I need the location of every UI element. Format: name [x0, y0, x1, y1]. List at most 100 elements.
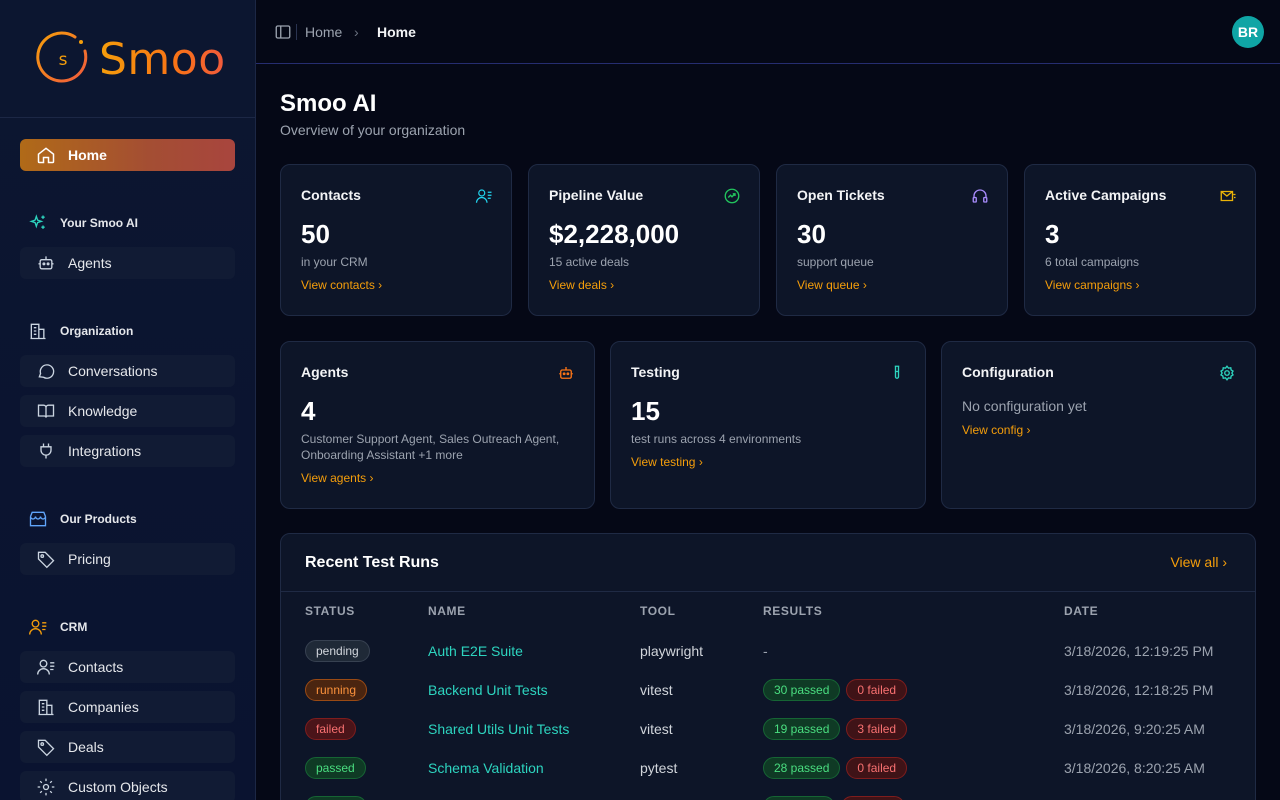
breadcrumb-separator: ›: [354, 24, 359, 40]
sidebar-item-companies[interactable]: Companies: [20, 691, 235, 723]
sidebar-item-label: Home: [68, 147, 107, 163]
tool-name: vitest: [640, 682, 673, 698]
logo[interactable]: s Smoo: [0, 0, 255, 118]
status-badge: passed: [305, 757, 366, 779]
robot-icon: [559, 367, 573, 379]
stat-value: 3: [1045, 219, 1060, 249]
table-row[interactable]: pending Auth E2E Suite playwright - 3/18…: [281, 640, 1255, 679]
stat-value: 50: [301, 219, 330, 249]
building-icon: [38, 699, 54, 716]
stat-card-campaigns: Active Campaigns 3 6 total campaigns Vie…: [1024, 164, 1256, 316]
sidebar-toggle-icon[interactable]: [274, 23, 292, 41]
results-empty: -: [763, 643, 768, 659]
plug-icon: [40, 443, 52, 459]
logo-text: Smoo: [99, 32, 226, 88]
failed-badge: 0 failed: [846, 757, 908, 779]
column-header-results: RESULTS: [763, 604, 823, 618]
sidebar-item-knowledge[interactable]: Knowledge: [20, 395, 235, 427]
contacts-icon: [37, 659, 55, 675]
sidebar-item-conversations[interactable]: Conversations: [20, 355, 235, 387]
tool-name: playwright: [640, 643, 704, 659]
card-testing: Testing 15 test runs across 4 environmen…: [610, 341, 926, 509]
logo-ring-icon: s: [36, 31, 88, 83]
section-your-smoo: Your Smoo AI: [28, 213, 138, 233]
robot-icon: [38, 256, 54, 270]
stat-card-contacts: Contacts 50 in your CRM View contacts ›: [280, 164, 512, 316]
column-header-status: STATUS: [305, 604, 355, 618]
results: 30 passed 0 failed: [763, 679, 908, 701]
card-configuration: Configuration No configuration yet View …: [941, 341, 1256, 509]
page-title: Smoo AI: [280, 90, 377, 117]
gear-icon: [1220, 365, 1234, 381]
run-name-link[interactable]: Backend Unit Tests: [428, 682, 548, 698]
passed-badge: 19 passed: [763, 718, 841, 740]
view-all-link[interactable]: View all ›: [1170, 554, 1227, 570]
tool-name: pytest: [640, 760, 678, 776]
failed-badge: 0 failed: [846, 679, 908, 701]
passed-badge: 28 passed: [763, 757, 841, 779]
card-agents: Agents 4 Customer Support Agent, Sales O…: [280, 341, 595, 509]
passed-badge: 30 passed: [763, 679, 841, 701]
tag-icon: [37, 551, 55, 569]
stat-card-pipeline: Pipeline Value $2,228,000 15 active deal…: [528, 164, 760, 316]
page-subtitle: Overview of your organization: [280, 122, 466, 138]
table-row[interactable]: passed Schema Validation pytest 28 passe…: [281, 757, 1255, 796]
results: 28 passed 0 failed: [763, 757, 908, 779]
contacts-list-icon: [29, 619, 47, 635]
status-badge: pending: [305, 640, 370, 662]
failed-badge: 3 failed: [846, 718, 908, 740]
run-name-link[interactable]: Schema Validation: [428, 760, 544, 776]
breadcrumb-home[interactable]: Home: [305, 24, 343, 40]
headset-icon: [972, 189, 988, 203]
sidebar-item-pricing[interactable]: Pricing: [20, 543, 235, 575]
results: [763, 796, 905, 800]
run-date: 3/18/2026, 8:20:25 AM: [1064, 760, 1205, 776]
sidebar-item-deals[interactable]: Deals: [20, 731, 235, 763]
view-agents-link[interactable]: View agents ›: [301, 471, 374, 485]
divider: [281, 591, 1255, 592]
svg-text:s: s: [59, 50, 68, 70]
view-queue-link[interactable]: View queue ›: [797, 278, 867, 292]
section-crm: CRM: [28, 617, 87, 637]
view-deals-link[interactable]: View deals ›: [549, 278, 615, 292]
failed-badge: [841, 796, 905, 800]
tool-name: vitest: [640, 721, 673, 737]
section-organization: Organization: [28, 321, 133, 341]
sidebar-item-integrations[interactable]: Integrations: [20, 435, 235, 467]
table-row[interactable]: [281, 796, 1255, 800]
column-header-name: NAME: [428, 604, 466, 618]
section-products: Our Products: [28, 509, 137, 529]
sidebar-item-agents[interactable]: Agents: [20, 247, 235, 279]
book-icon: [37, 404, 55, 418]
card-value: 15: [631, 396, 660, 426]
table-row[interactable]: running Backend Unit Tests vitest 30 pas…: [281, 679, 1255, 718]
run-name-link[interactable]: Auth E2E Suite: [428, 643, 523, 659]
sidebar: s Smoo Home Your Smoo AI Agents Organiza…: [0, 0, 256, 800]
column-header-date: DATE: [1064, 604, 1099, 618]
table-row[interactable]: failed Shared Utils Unit Tests vitest 19…: [281, 718, 1255, 757]
sidebar-item-home[interactable]: Home: [20, 139, 235, 171]
mail-send-icon: [1220, 190, 1236, 202]
view-campaigns-link[interactable]: View campaigns ›: [1045, 278, 1140, 292]
view-contacts-link[interactable]: View contacts ›: [301, 278, 383, 292]
view-testing-link[interactable]: View testing ›: [631, 455, 703, 469]
view-config-link[interactable]: View config ›: [962, 423, 1031, 437]
contacts-icon: [475, 189, 492, 203]
tag-icon: [37, 739, 55, 757]
sidebar-item-custom-objects[interactable]: Custom Objects: [20, 771, 235, 800]
avatar[interactable]: BR: [1232, 16, 1264, 48]
column-header-tool: TOOL: [640, 604, 676, 618]
breadcrumb-current: Home: [377, 24, 416, 40]
sidebar-item-contacts[interactable]: Contacts: [20, 651, 235, 683]
status-badge: failed: [305, 718, 356, 740]
recent-test-runs: Recent Test Runs View all › STATUS NAME …: [280, 533, 1256, 800]
run-date: 3/18/2026, 9:20:25 AM: [1064, 721, 1205, 737]
stat-value: $2,228,000: [549, 219, 680, 249]
card-value: 4: [301, 396, 316, 426]
stat-card-tickets: Open Tickets 30 support queue View queue…: [776, 164, 1008, 316]
store-icon: [29, 511, 47, 527]
run-name-link[interactable]: Shared Utils Unit Tests: [428, 721, 570, 737]
sparkles-icon: [29, 214, 45, 229]
status-badge: running: [305, 679, 368, 701]
results: 19 passed 3 failed: [763, 718, 908, 740]
